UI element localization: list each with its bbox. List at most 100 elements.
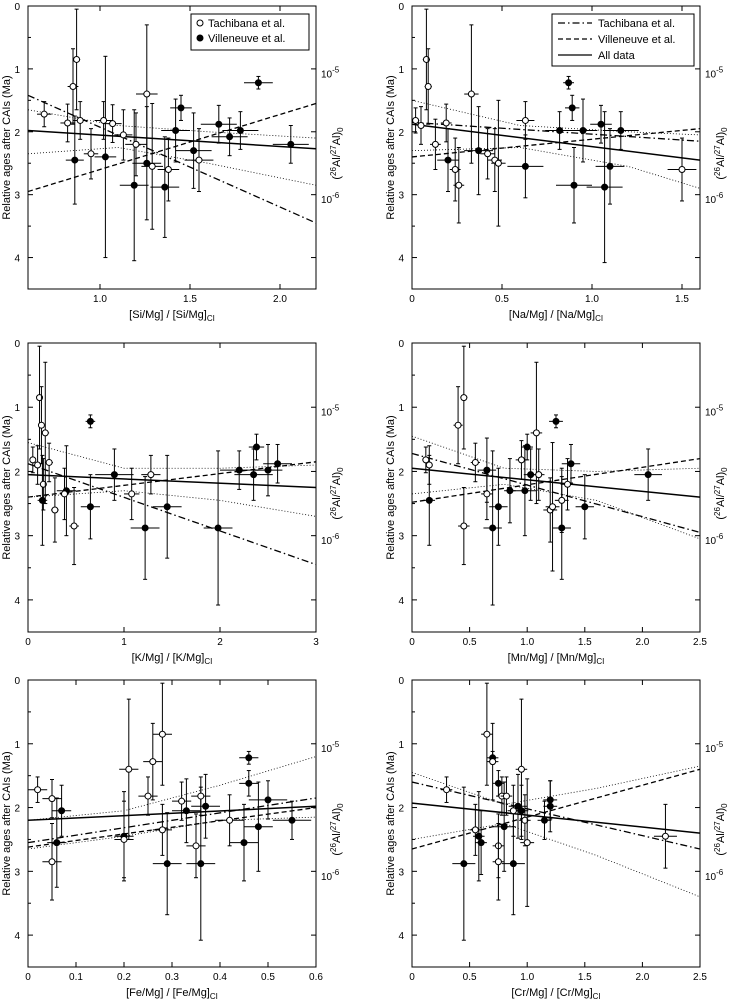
confidence-band-lower	[28, 490, 316, 517]
point-villeneuve	[58, 807, 66, 815]
point-villeneuve	[53, 839, 61, 847]
confidence-band-upper	[412, 435, 700, 472]
point-villeneuve	[264, 796, 272, 804]
y-tick-label: 4	[398, 254, 404, 265]
point-villeneuve	[644, 471, 652, 479]
point-villeneuve	[460, 860, 468, 868]
y2-tick-exp: -6	[716, 868, 724, 877]
y2-label-sub: 0	[720, 803, 729, 808]
plot-area	[28, 345, 316, 606]
point-tachibana	[51, 506, 59, 514]
point-tachibana	[158, 826, 166, 834]
point-tachibana	[454, 421, 462, 429]
point-villeneuve	[477, 839, 485, 847]
y-axis-label: Relative ages after CAIs (Ma)	[1, 751, 13, 895]
plot-area	[412, 345, 700, 606]
plot-frame	[27, 679, 317, 968]
y2-tick-label: 10-6	[705, 868, 724, 883]
y-tick-label: 0	[398, 2, 404, 13]
x-axis-label: [Mn/Mg] / [Mn/Mg]CI	[508, 652, 605, 666]
point-villeneuve	[556, 127, 564, 135]
point-tachibana	[60, 490, 68, 498]
point-villeneuve	[215, 120, 223, 128]
y2-label-al-close: Al)	[715, 472, 727, 485]
y2-tick-base: 10	[321, 536, 333, 547]
confidence-band-lower	[28, 816, 316, 850]
point-villeneuve	[506, 487, 514, 495]
y2-label-sup: 27	[329, 485, 338, 494]
point-villeneuve	[274, 460, 282, 468]
point-villeneuve	[552, 417, 560, 425]
x-tick-label: 1.0	[585, 294, 599, 305]
point-villeneuve	[288, 816, 296, 824]
legend-label-all_fit: All data	[598, 50, 636, 62]
fit-line-all-data	[412, 467, 700, 498]
y2-label-sup: 27	[713, 145, 722, 154]
x-tick-label: 2	[217, 637, 223, 648]
confidence-band-upper	[28, 442, 316, 469]
point-villeneuve	[509, 860, 517, 868]
x-tick-label: 1.5	[675, 294, 689, 305]
y2-tick-label: 10-6	[321, 191, 340, 206]
y-tick-label: 3	[398, 532, 404, 543]
point-villeneuve	[565, 79, 573, 87]
y-tick-label: 0	[398, 339, 404, 350]
y2-tick-base: 10	[321, 744, 333, 755]
point-villeneuve	[252, 443, 260, 451]
x-tick-label: 0	[25, 972, 31, 983]
x-tick-label: 0.1	[69, 972, 83, 983]
point-tachibana	[143, 90, 151, 98]
point-tachibana	[417, 121, 425, 129]
point-villeneuve	[245, 779, 253, 787]
point-villeneuve	[475, 147, 483, 155]
point-tachibana	[455, 181, 463, 189]
x-tick-label: 0	[409, 637, 415, 648]
x-tick-label: 1	[121, 637, 127, 648]
point-tachibana	[549, 503, 557, 511]
x-axis-label-sub: CI	[596, 657, 604, 666]
y2-label-sup: 26	[329, 166, 338, 175]
y2-tick-label: 10-5	[705, 65, 724, 80]
point-tachibana	[178, 797, 186, 805]
plot-frame	[411, 679, 701, 968]
y2-label-al-close: Al)	[331, 132, 343, 145]
legend-label-villeneuve: Villeneuve et al.	[208, 33, 285, 45]
point-villeneuve	[235, 466, 243, 474]
y2-tick-label: 10-6	[321, 532, 340, 547]
y2-tick-label: 10-6	[705, 532, 724, 547]
y2-tick-exp: -6	[716, 532, 724, 541]
point-tachibana	[451, 166, 459, 174]
y-tick-label: 2	[14, 128, 20, 139]
y-axis-label: Relative ages after CAIs (Ma)	[385, 75, 397, 219]
point-tachibana	[69, 82, 77, 90]
point-tachibana	[443, 786, 451, 794]
point-tachibana	[125, 765, 133, 773]
point-villeneuve	[425, 496, 433, 504]
y-tick-label: 0	[14, 676, 20, 687]
point-tachibana	[144, 792, 152, 800]
y2-tick-exp: -5	[332, 404, 340, 413]
point-villeneuve	[214, 524, 222, 532]
y2-axis-label: (26Al/27Al)0	[329, 127, 345, 180]
y-tick-label: 4	[398, 596, 404, 607]
x-axis-label-main: [Si/Mg] / [Si/Mg]	[129, 309, 207, 321]
y2-axis-label: (26Al/27Al)0	[329, 803, 345, 856]
point-villeneuve	[540, 816, 548, 824]
y-tick-label: 3	[14, 532, 20, 543]
confidence-band-upper	[28, 756, 316, 821]
plot-frame	[27, 5, 317, 290]
point-tachibana	[48, 858, 56, 866]
point-villeneuve	[527, 471, 535, 479]
x-tick-label: 1.0	[520, 637, 534, 648]
x-tick-label: 0.4	[213, 972, 227, 983]
point-tachibana	[70, 522, 78, 530]
y2-label-al: Al/	[331, 829, 343, 843]
y-tick-label: 1	[398, 403, 404, 414]
point-tachibana	[558, 496, 566, 504]
y2-tick-exp: -5	[716, 65, 724, 74]
point-villeneuve	[172, 127, 180, 135]
